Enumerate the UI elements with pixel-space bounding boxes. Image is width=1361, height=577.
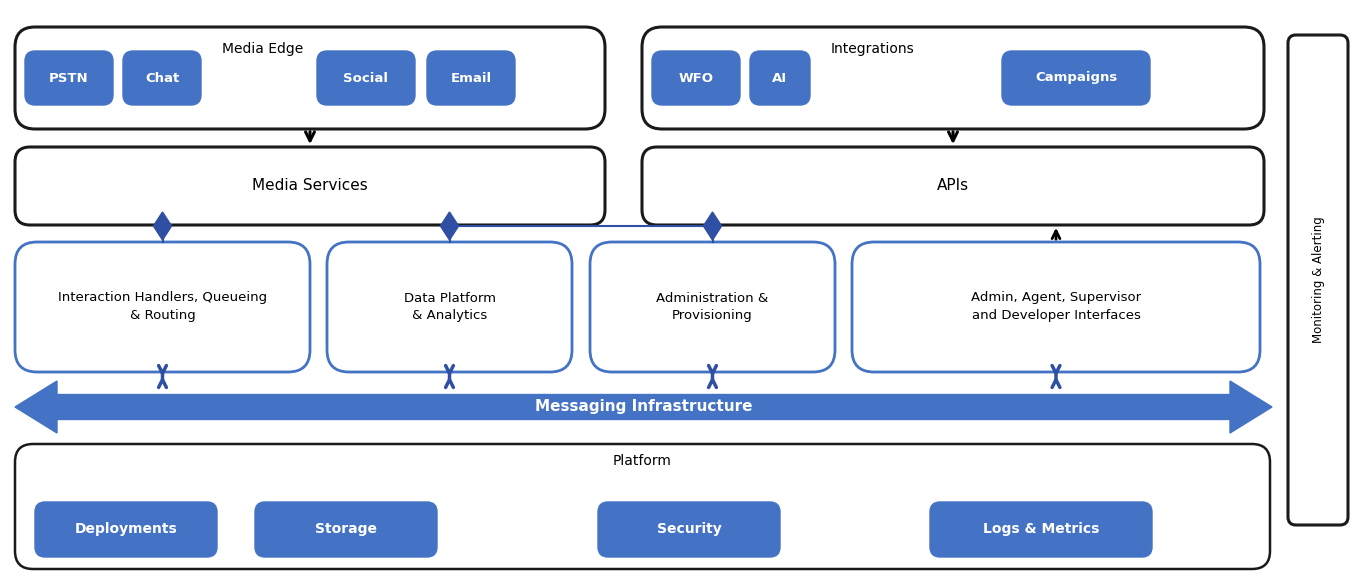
FancyBboxPatch shape [427, 51, 514, 105]
Text: WFO: WFO [679, 72, 713, 84]
FancyBboxPatch shape [652, 51, 740, 105]
Text: Chat: Chat [144, 72, 180, 84]
FancyBboxPatch shape [327, 242, 572, 372]
Text: Admin, Agent, Supervisor
and Developer Interfaces: Admin, Agent, Supervisor and Developer I… [970, 291, 1141, 323]
FancyBboxPatch shape [35, 502, 216, 557]
FancyBboxPatch shape [15, 147, 606, 225]
FancyBboxPatch shape [15, 444, 1270, 569]
FancyBboxPatch shape [15, 242, 310, 372]
Text: Integrations: Integrations [830, 43, 915, 57]
Text: Deployments: Deployments [75, 523, 177, 537]
FancyBboxPatch shape [15, 27, 606, 129]
Text: Storage: Storage [314, 523, 377, 537]
Text: Media Edge: Media Edge [222, 43, 304, 57]
Text: Administration &
Provisioning: Administration & Provisioning [656, 291, 769, 323]
Text: Logs & Metrics: Logs & Metrics [983, 523, 1100, 537]
FancyBboxPatch shape [642, 27, 1264, 129]
Text: Security: Security [656, 523, 721, 537]
Polygon shape [441, 212, 459, 240]
Text: Data Platform
& Analytics: Data Platform & Analytics [403, 291, 495, 323]
Polygon shape [704, 212, 721, 240]
FancyBboxPatch shape [1002, 51, 1150, 105]
FancyBboxPatch shape [317, 51, 415, 105]
FancyBboxPatch shape [930, 502, 1151, 557]
FancyBboxPatch shape [255, 502, 437, 557]
Text: Social: Social [343, 72, 388, 84]
Text: Platform: Platform [612, 454, 672, 468]
FancyBboxPatch shape [591, 242, 836, 372]
Text: Campaigns: Campaigns [1034, 72, 1117, 84]
Text: Media Services: Media Services [252, 178, 367, 193]
FancyBboxPatch shape [642, 147, 1264, 225]
Text: AI: AI [773, 72, 788, 84]
Text: APIs: APIs [936, 178, 969, 193]
FancyBboxPatch shape [122, 51, 201, 105]
FancyBboxPatch shape [852, 242, 1260, 372]
FancyBboxPatch shape [597, 502, 780, 557]
Text: Monitoring & Alerting: Monitoring & Alerting [1312, 216, 1324, 343]
Text: PSTN: PSTN [49, 72, 88, 84]
Text: Email: Email [450, 72, 491, 84]
FancyBboxPatch shape [1288, 35, 1347, 525]
Polygon shape [15, 381, 1273, 433]
Text: Messaging Infrastructure: Messaging Infrastructure [535, 399, 753, 414]
FancyBboxPatch shape [24, 51, 113, 105]
FancyBboxPatch shape [750, 51, 810, 105]
Polygon shape [154, 212, 171, 240]
Text: Interaction Handlers, Queueing
& Routing: Interaction Handlers, Queueing & Routing [59, 291, 267, 323]
